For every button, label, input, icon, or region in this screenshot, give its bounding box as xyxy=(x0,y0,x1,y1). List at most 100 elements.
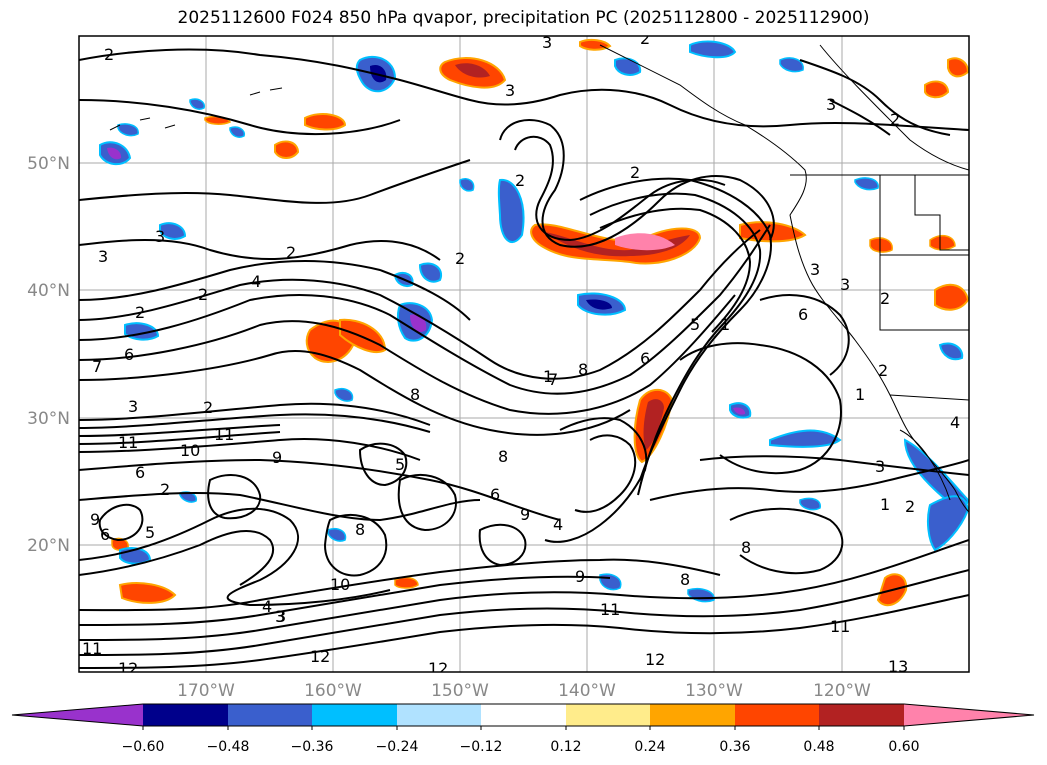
lon-label: 160°W xyxy=(304,681,362,701)
contour-label: 2 xyxy=(630,163,640,182)
lat-label: 20°N xyxy=(27,536,70,556)
coastlines-and-borders xyxy=(109,44,969,513)
lon-label: 170°W xyxy=(177,681,235,701)
contour-label: 2 xyxy=(198,285,208,304)
colorbar-segment xyxy=(228,704,312,726)
contour-label: 6 xyxy=(100,525,110,544)
colorbar-segment xyxy=(481,704,566,726)
contour-label: 3 xyxy=(275,607,285,626)
precip-positive-shading xyxy=(111,38,969,607)
contour-label: 7 xyxy=(548,370,558,389)
contour-label: 1 xyxy=(855,385,865,404)
contour-label: 3 xyxy=(542,33,552,52)
lon-label: 120°W xyxy=(813,681,871,701)
colorbar-segment xyxy=(735,704,819,726)
qvapor-contours xyxy=(79,48,969,669)
colorbar-tick-label: −0.60 xyxy=(122,739,165,755)
contour-label: 4 xyxy=(251,272,261,291)
contour-label: 6 xyxy=(798,305,808,324)
contour-label: 3 xyxy=(875,457,885,476)
contour-label: 2 xyxy=(880,289,890,308)
contour-label: 3 xyxy=(155,227,165,246)
latitude-labels: 50°N 40°N 30°N 20°N xyxy=(27,154,70,556)
contour-label: 11 xyxy=(82,639,102,658)
contour-label: 4 xyxy=(950,413,960,432)
colorbar-segment xyxy=(143,704,228,726)
contour-label: 3 xyxy=(128,397,138,416)
contour-label: 9 xyxy=(272,448,282,467)
lat-label: 50°N xyxy=(27,154,70,174)
contour-label: 1 xyxy=(880,495,890,514)
map-frame xyxy=(78,35,970,673)
contour-label: 11 xyxy=(118,433,138,452)
contour-label: 8 xyxy=(410,385,420,404)
contour-label: 2 xyxy=(515,171,525,190)
contour-label: 6 xyxy=(124,345,134,364)
contour-label: 8 xyxy=(498,447,508,466)
contour-label: 8 xyxy=(680,570,690,589)
lon-label: 150°W xyxy=(431,681,489,701)
contour-label: 12 xyxy=(645,650,665,669)
colorbar-tick-label: −0.48 xyxy=(207,739,250,755)
contour-label: 4 xyxy=(262,597,272,616)
colorbar-segment xyxy=(312,704,397,726)
contour-label: 3 xyxy=(505,81,515,100)
contour-label: 12 xyxy=(428,659,448,678)
contour-label: 9 xyxy=(575,567,585,586)
contour-label: 10 xyxy=(330,575,350,594)
contour-label: 2 xyxy=(905,497,915,516)
colorbar-tick-label: −0.12 xyxy=(460,739,503,755)
lon-label: 140°W xyxy=(558,681,616,701)
contour-label: 12 xyxy=(310,647,330,666)
contour-label: 11 xyxy=(214,425,234,444)
colorbar-extend-high xyxy=(904,704,1034,726)
contour-label: 6 xyxy=(135,463,145,482)
contour-labels: 2 3 2 3 3 2 2 2 3 2 4 2 2 3 6 7 3 2 11 1… xyxy=(82,29,960,678)
contour-label: 2 xyxy=(135,303,145,322)
contour-label: 7 xyxy=(92,357,102,376)
contour-label: 1 xyxy=(720,315,730,334)
contour-label: 8 xyxy=(355,520,365,539)
contour-label: 2 xyxy=(890,110,900,129)
contour-label: 2 xyxy=(455,249,465,268)
colorbar-segment xyxy=(397,704,481,726)
colorbar-tick-label: 0.24 xyxy=(634,739,665,755)
contour-label: 11 xyxy=(830,617,850,636)
contour-label: 5 xyxy=(145,523,155,542)
contour-label: 1 xyxy=(543,367,553,386)
contour-label: 4 xyxy=(553,515,563,534)
colorbar-tick-label: 0.12 xyxy=(550,739,581,755)
contour-label: 2 xyxy=(640,29,650,48)
contour-label: 8 xyxy=(741,538,751,557)
contour-label: 11 xyxy=(600,600,620,619)
colorbar-tick-label: 0.48 xyxy=(803,739,834,755)
contour-label: 2 xyxy=(878,361,888,380)
contour-label: 12 xyxy=(118,659,138,678)
colorbar-tick-label: 0.60 xyxy=(888,739,919,755)
colorbar-segment xyxy=(566,704,650,726)
colorbar-tick-label: 0.36 xyxy=(719,739,750,755)
contour-label: 9 xyxy=(90,510,100,529)
contour-label: 6 xyxy=(490,485,500,504)
contour-label: 2 xyxy=(203,398,213,417)
lat-label: 40°N xyxy=(27,281,70,301)
lat-label: 30°N xyxy=(27,409,70,429)
contour-label: 3 xyxy=(840,275,850,294)
lon-label: 130°W xyxy=(685,681,743,701)
map-plot-area: 2 3 2 3 3 2 2 2 3 2 4 2 2 3 6 7 3 2 11 1… xyxy=(79,29,969,678)
contour-label: 5 xyxy=(690,315,700,334)
contour-label: 9 xyxy=(520,505,530,524)
contour-label: 8 xyxy=(578,360,588,379)
contour-label: 6 xyxy=(640,349,650,368)
colorbar-tick-labels: −0.60 −0.48 −0.36 −0.24 −0.12 0.12 0.24 … xyxy=(122,739,920,755)
colorbar-segment xyxy=(650,704,735,726)
colorbar-extend-low xyxy=(12,704,143,726)
contour-label: 3 xyxy=(98,247,108,266)
contour-label: 3 xyxy=(810,260,820,279)
colorbar-tick-label: −0.36 xyxy=(291,739,334,755)
contour-label: 10 xyxy=(180,441,200,460)
colorbar-segment xyxy=(819,704,904,726)
colorbar-tick-label: −0.24 xyxy=(376,739,419,755)
contour-label: 3 xyxy=(826,95,836,114)
